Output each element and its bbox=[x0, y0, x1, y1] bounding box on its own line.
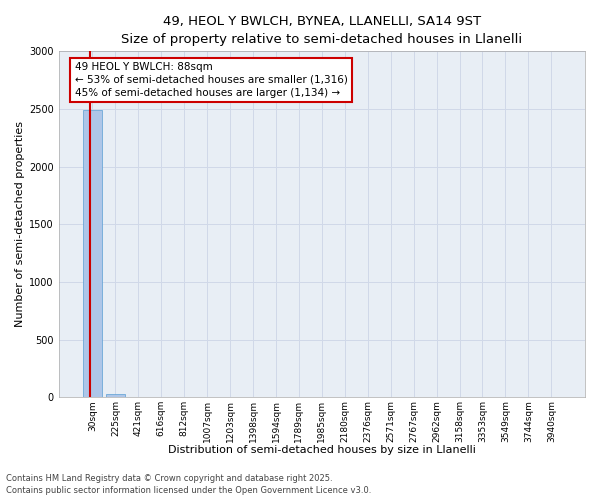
Bar bbox=[106, 394, 125, 398]
Text: Contains HM Land Registry data © Crown copyright and database right 2025.
Contai: Contains HM Land Registry data © Crown c… bbox=[6, 474, 371, 495]
Text: 49 HEOL Y BWLCH: 88sqm
← 53% of semi-detached houses are smaller (1,316)
45% of : 49 HEOL Y BWLCH: 88sqm ← 53% of semi-det… bbox=[74, 62, 347, 98]
Y-axis label: Number of semi-detached properties: Number of semi-detached properties bbox=[15, 122, 25, 328]
Title: 49, HEOL Y BWLCH, BYNEA, LLANELLI, SA14 9ST
Size of property relative to semi-de: 49, HEOL Y BWLCH, BYNEA, LLANELLI, SA14 … bbox=[121, 15, 523, 46]
X-axis label: Distribution of semi-detached houses by size in Llanelli: Distribution of semi-detached houses by … bbox=[168, 445, 476, 455]
Bar bbox=[83, 110, 102, 398]
